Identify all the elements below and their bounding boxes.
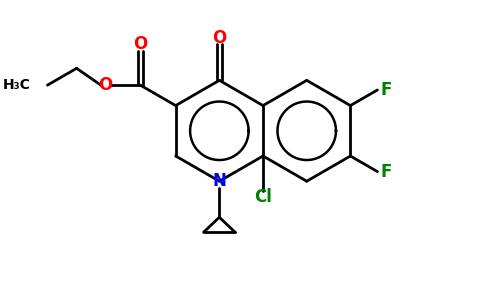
Text: O: O (212, 29, 227, 47)
Text: F: F (380, 163, 392, 181)
Text: F: F (380, 81, 392, 99)
Text: O: O (133, 35, 148, 53)
Text: H₃C: H₃C (3, 78, 30, 92)
Text: N: N (212, 172, 227, 190)
Text: O: O (99, 76, 113, 94)
Text: Cl: Cl (254, 188, 272, 206)
